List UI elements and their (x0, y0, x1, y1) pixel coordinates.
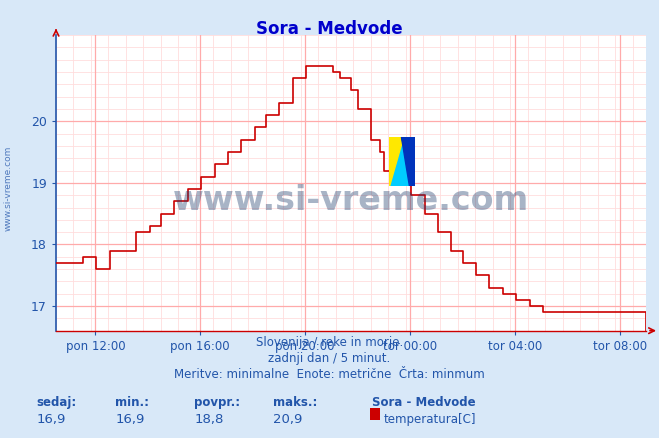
Text: min.:: min.: (115, 396, 150, 410)
Polygon shape (401, 137, 415, 186)
Polygon shape (401, 137, 415, 186)
Text: Meritve: minimalne  Enote: metrične  Črta: minmum: Meritve: minimalne Enote: metrične Črta:… (174, 368, 485, 381)
Text: www.si-vreme.com: www.si-vreme.com (173, 184, 529, 217)
Polygon shape (389, 137, 403, 186)
Text: 16,9: 16,9 (36, 413, 66, 426)
Text: Sora - Medvode: Sora - Medvode (256, 20, 403, 38)
Text: 16,9: 16,9 (115, 413, 145, 426)
Text: 20,9: 20,9 (273, 413, 303, 426)
Text: temperatura[C]: temperatura[C] (384, 413, 476, 426)
Text: povpr.:: povpr.: (194, 396, 241, 410)
Text: maks.:: maks.: (273, 396, 318, 410)
Text: zadnji dan / 5 minut.: zadnji dan / 5 minut. (268, 352, 391, 365)
Text: www.si-vreme.com: www.si-vreme.com (3, 146, 13, 231)
Text: Slovenija / reke in morje.: Slovenija / reke in morje. (256, 336, 403, 350)
Text: 18,8: 18,8 (194, 413, 224, 426)
Text: Sora - Medvode: Sora - Medvode (372, 396, 476, 410)
Text: sedaj:: sedaj: (36, 396, 76, 410)
